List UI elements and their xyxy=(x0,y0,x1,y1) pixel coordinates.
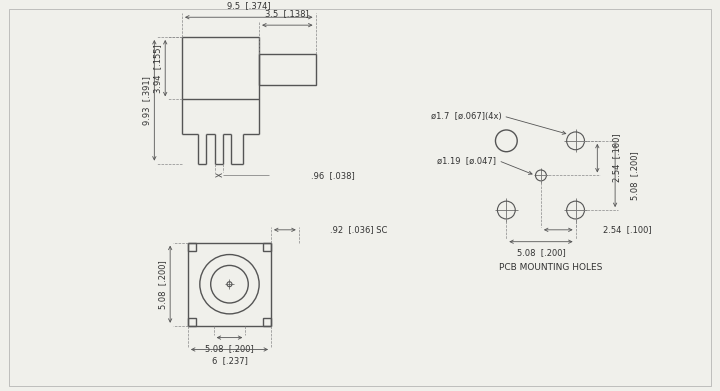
Text: 9.5  [.374]: 9.5 [.374] xyxy=(227,1,271,10)
Text: 2.54  [.100]: 2.54 [.100] xyxy=(603,225,652,234)
Bar xyxy=(188,318,196,326)
Text: .96  [.038]: .96 [.038] xyxy=(310,171,354,180)
Text: 5.08  [.200]: 5.08 [.200] xyxy=(158,260,167,308)
Text: 3.94  [.155]: 3.94 [.155] xyxy=(153,44,162,93)
Text: PCB MOUNTING HOLES: PCB MOUNTING HOLES xyxy=(499,264,603,273)
Text: 9.93  [.391]: 9.93 [.391] xyxy=(142,76,151,125)
Text: 2.54  [.100]: 2.54 [.100] xyxy=(613,134,621,183)
Text: 3.5  [.138]: 3.5 [.138] xyxy=(266,9,309,18)
Text: 5.08  [.200]: 5.08 [.200] xyxy=(631,151,639,200)
Text: 5.08  [.200]: 5.08 [.200] xyxy=(516,249,565,258)
Text: ø1.7  [ø.067](4x): ø1.7 [ø.067](4x) xyxy=(431,111,501,120)
Bar xyxy=(263,318,271,326)
Bar xyxy=(182,37,259,99)
Bar xyxy=(188,243,196,251)
Bar xyxy=(263,243,271,251)
Text: 6  [.237]: 6 [.237] xyxy=(212,356,248,366)
Text: .92  [.036] SC: .92 [.036] SC xyxy=(330,225,387,234)
Bar xyxy=(188,243,271,326)
Bar xyxy=(259,54,315,86)
Text: ø1.19  [ø.047]: ø1.19 [ø.047] xyxy=(438,156,497,165)
Text: 5.08  [.200]: 5.08 [.200] xyxy=(205,344,254,353)
